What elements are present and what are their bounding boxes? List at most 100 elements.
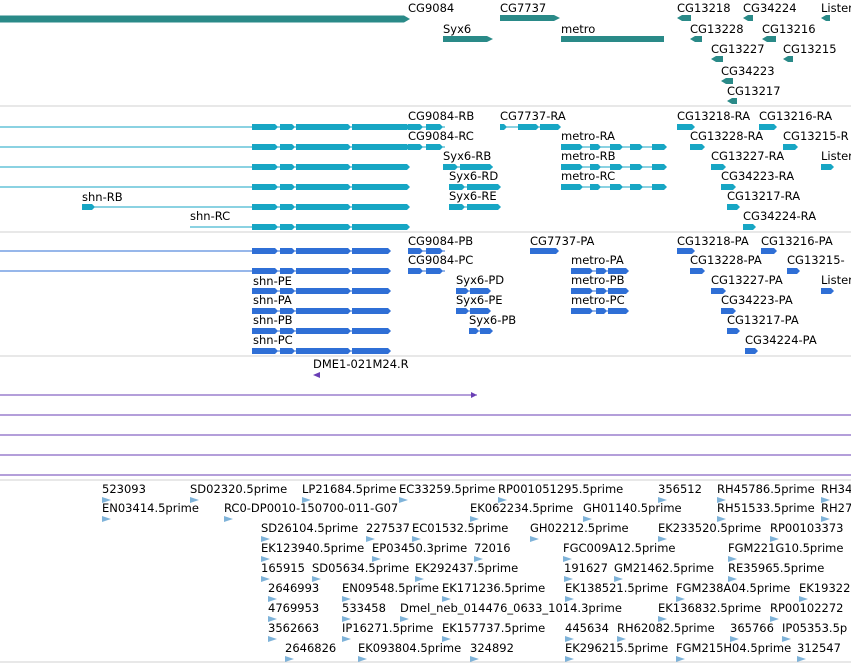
exon-block[interactable] — [561, 144, 580, 150]
est-glyph[interactable] — [285, 656, 294, 662]
gene-glyph[interactable] — [443, 36, 493, 42]
transcript-label[interactable]: shn-PA — [253, 293, 292, 307]
est-glyph[interactable] — [442, 636, 451, 642]
transcript-label[interactable]: CG13217-PA — [727, 313, 799, 327]
est-label[interactable]: 356512 — [658, 482, 702, 496]
exon-block[interactable] — [571, 288, 590, 294]
est-glyph[interactable] — [102, 497, 111, 503]
exon-block[interactable] — [467, 184, 498, 190]
est-glyph[interactable] — [530, 536, 539, 542]
est-glyph[interactable] — [268, 596, 277, 602]
est-glyph[interactable] — [717, 516, 726, 522]
transcript-label[interactable]: shn-RC — [190, 209, 230, 223]
exon-block[interactable] — [408, 268, 420, 274]
exon-block[interactable] — [690, 144, 702, 150]
est-label[interactable]: GM21462.5prime — [614, 561, 714, 575]
exon-block[interactable] — [280, 288, 292, 294]
exon-block[interactable] — [296, 288, 348, 294]
est-label[interactable]: LP21684.5prime — [302, 482, 396, 496]
est-glyph[interactable] — [470, 516, 479, 522]
exon-block[interactable] — [571, 268, 590, 274]
est-glyph[interactable] — [583, 516, 592, 522]
exon-block[interactable] — [787, 268, 797, 274]
exon-block[interactable] — [352, 288, 388, 294]
est-label[interactable]: IP16271.5prime — [342, 621, 433, 635]
transcript-label[interactable]: Syx6-PB — [469, 313, 516, 327]
exon-block[interactable] — [296, 184, 348, 190]
est-label[interactable]: 312547 — [797, 641, 841, 655]
est-glyph[interactable] — [658, 616, 667, 622]
exon-block[interactable] — [252, 164, 275, 170]
gene-glyph[interactable] — [711, 56, 723, 62]
est-label[interactable]: RP00103373 — [770, 521, 843, 535]
est-label[interactable]: RP00102272 — [770, 601, 843, 615]
exon-block[interactable] — [449, 204, 462, 210]
gene-glyph[interactable] — [677, 15, 691, 21]
transcript-label[interactable]: Syx6-RE — [449, 189, 497, 203]
exon-block[interactable] — [252, 204, 275, 210]
gene-label[interactable]: CG7737 — [500, 1, 546, 15]
exon-block[interactable] — [561, 184, 580, 190]
exon-block[interactable] — [590, 164, 598, 170]
exon-block[interactable] — [296, 164, 348, 170]
est-label[interactable]: 227537 — [366, 521, 410, 535]
exon-block[interactable] — [352, 164, 407, 170]
transcript-label[interactable]: metro-RC — [561, 169, 615, 183]
exon-block[interactable] — [596, 268, 604, 274]
exon-block[interactable] — [690, 268, 702, 274]
exon-block[interactable] — [590, 184, 598, 190]
gene-label[interactable]: CG34224 — [743, 1, 797, 15]
est-glyph[interactable] — [728, 556, 737, 562]
est-label[interactable]: 2646826 — [285, 641, 336, 655]
gene-label[interactable]: CG13218 — [677, 1, 731, 15]
est-glyph[interactable] — [676, 656, 685, 662]
exon-block[interactable] — [408, 124, 420, 130]
est-glyph[interactable] — [372, 556, 381, 562]
gene-glyph[interactable] — [762, 36, 776, 42]
est-label[interactable]: EK171236.5prime — [442, 581, 545, 595]
exon-block[interactable] — [630, 184, 640, 190]
est-label[interactable]: 4769953 — [268, 601, 319, 615]
exon-block[interactable] — [280, 144, 292, 150]
exon-block[interactable] — [296, 328, 348, 334]
exon-block[interactable] — [352, 268, 388, 274]
primer-glyph[interactable] — [313, 372, 320, 378]
est-glyph[interactable] — [617, 636, 626, 642]
est-glyph[interactable] — [470, 656, 479, 662]
transcript-label[interactable]: CG7737-PA — [530, 234, 595, 248]
est-glyph[interactable] — [821, 497, 830, 503]
exon-block[interactable] — [652, 184, 664, 190]
gene-glyph[interactable] — [0, 15, 410, 23]
est-glyph[interactable] — [770, 536, 779, 542]
est-label[interactable]: FGM238A04.5prime — [676, 581, 790, 595]
exon-block[interactable] — [608, 288, 626, 294]
exon-block[interactable] — [252, 268, 275, 274]
transcript-label[interactable]: metro-PA — [571, 253, 624, 267]
est-glyph[interactable] — [658, 497, 667, 503]
exon-block[interactable] — [296, 124, 348, 130]
est-glyph[interactable] — [412, 536, 421, 542]
exon-block[interactable] — [352, 308, 388, 314]
transcript-label[interactable]: CG13228-RA — [690, 129, 763, 143]
exon-block[interactable] — [449, 184, 462, 190]
est-label[interactable]: GH01140.5prime — [583, 501, 682, 515]
transcript-label[interactable]: CG34223-PA — [721, 293, 793, 307]
gene-glyph[interactable] — [727, 98, 737, 104]
exon-block[interactable] — [252, 308, 275, 314]
transcript-label[interactable]: CG9084-PC — [408, 253, 473, 267]
est-glyph[interactable] — [261, 576, 270, 582]
gene-label[interactable]: metro — [561, 22, 595, 36]
est-label[interactable]: FGM215H04.5prime — [676, 641, 791, 655]
exon-block[interactable] — [608, 268, 626, 274]
gene-glyph[interactable] — [500, 15, 560, 21]
exon-block[interactable] — [280, 268, 292, 274]
exon-block[interactable] — [456, 308, 466, 314]
transcript-label[interactable]: CG13227-PA — [711, 273, 783, 287]
exon-block[interactable] — [677, 124, 692, 130]
exon-block[interactable] — [280, 224, 292, 230]
est-label[interactable]: EC01532.5prime — [412, 521, 508, 535]
exon-block[interactable] — [296, 204, 348, 210]
exon-block[interactable] — [652, 164, 664, 170]
exon-block[interactable] — [296, 144, 348, 150]
exon-block[interactable] — [727, 204, 737, 210]
